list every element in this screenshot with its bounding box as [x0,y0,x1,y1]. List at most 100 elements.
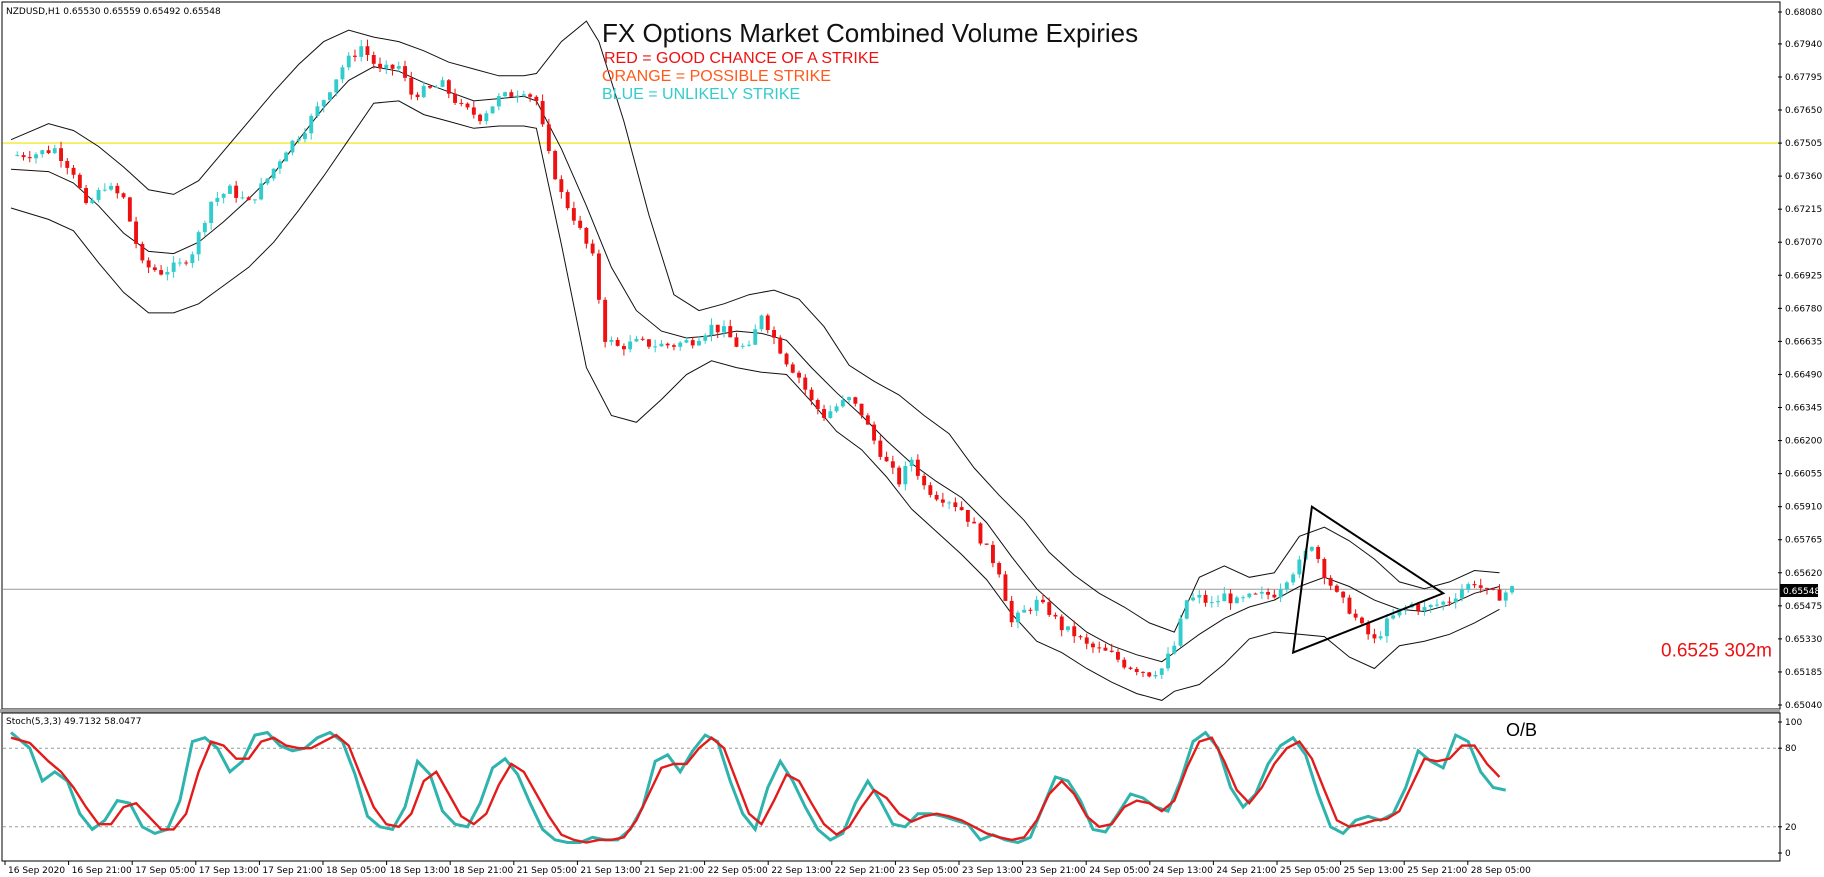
bullish-candle [515,95,520,97]
bullish-candle [1291,574,1296,583]
time-tick-label: 16 Sep 21:00 [72,866,132,876]
bearish-candle [1122,659,1127,668]
bullish-candle [215,197,220,202]
time-tick-label: 21 Sep 21:00 [644,866,704,876]
bullish-candle [1241,597,1245,599]
bearish-candle [991,544,995,564]
bearish-candle [565,192,570,209]
bullish-candle [321,100,326,107]
panel-divider[interactable] [0,709,1780,713]
bearish-candle [528,94,533,97]
main-chart-frame [1,1,1781,710]
triangle-pattern [1291,504,1446,655]
candlesticks [15,39,1514,680]
bearish-candle [1059,616,1064,631]
bearish-candle [1266,592,1270,595]
bullish-candle [740,345,745,347]
bearish-candle [797,372,801,378]
bearish-candle [934,494,939,500]
bearish-candle [1334,585,1339,592]
bearish-candle [647,339,651,347]
time-tick-label: 18 Sep 13:00 [390,866,450,876]
bullish-candle [253,199,257,201]
bullish-candle [1172,645,1177,654]
bullish-candle [1391,615,1396,619]
legend-red: RED = GOOD CHANCE OF A STRIKE [604,50,879,67]
bullish-candle [1453,598,1458,603]
bullish-candle [1441,601,1446,605]
bullish-candle [1234,597,1239,604]
bullish-candle [1466,584,1471,590]
bullish-candle [34,154,38,159]
bullish-candle [1184,600,1189,619]
time-tick-label: 18 Sep 05:00 [326,866,386,876]
bearish-candle [1322,559,1327,578]
bearish-candle [127,197,132,222]
time-tick-label: 24 Sep 05:00 [1089,866,1149,876]
time-tick-label: 25 Sep 21:00 [1407,866,1467,876]
expiry-label: 0.6525 302m [1661,640,1772,661]
price-tick-label: 0.65475 [1785,602,1822,612]
bearish-candle [728,326,733,338]
bearish-candle [1128,667,1133,669]
bearish-candle [915,459,920,476]
time-tick-label: 17 Sep 13:00 [199,866,259,876]
price-tick-label: 0.67070 [1785,238,1822,248]
bullish-candle [496,96,501,107]
bullish-candle [196,232,201,255]
time-tick-label: 21 Sep 05:00 [517,866,577,876]
bearish-candle [872,424,876,441]
chart-title: FX Options Market Combined Volume Expiri… [602,18,1138,48]
time-tick-label: 24 Sep 21:00 [1216,866,1276,876]
bearish-candle [390,64,395,69]
bearish-candle [878,440,883,457]
bullish-candle [1278,589,1283,598]
bullish-candle [296,139,301,141]
bearish-candle [1041,599,1045,603]
bearish-candle [959,507,964,511]
bullish-candle [703,335,708,341]
bearish-candle [409,77,414,95]
bullish-candle [1510,586,1514,593]
bearish-candle [765,315,770,330]
bullish-candle [684,340,689,343]
bearish-candle [540,101,545,125]
bearish-candle [597,253,601,300]
price-tick-label: 0.67215 [1785,205,1822,215]
bullish-candle [1166,653,1170,669]
bullish-candle [359,46,364,57]
price-tick-label: 0.66780 [1785,304,1822,314]
price-tick-label: 0.68080 [1785,8,1822,18]
bullish-candle [259,183,264,200]
bearish-candle [1372,634,1377,639]
time-tick-label: 25 Sep 13:00 [1344,866,1404,876]
bullish-candle [109,185,113,190]
stochastic-axis: 100 80 20 0 [1778,718,1802,859]
bullish-candle [1222,593,1227,602]
bearish-candle [1078,636,1083,638]
price-tick-label: 0.65620 [1785,569,1822,579]
bearish-candle [1141,671,1145,673]
bullish-candle [947,502,952,504]
stochastic-oscillator [3,730,1778,845]
time-tick-label: 23 Sep 05:00 [898,866,958,876]
bullish-candle [290,140,295,153]
bullish-candle [165,272,170,275]
time-tick-label: 28 Sep 05:00 [1471,866,1531,876]
bearish-candle [815,400,820,409]
time-tick-label: 23 Sep 13:00 [962,866,1022,876]
bullish-candle [1016,612,1020,623]
bearish-candle [672,345,676,347]
bearish-candle [1253,593,1258,595]
bullish-candle [396,66,401,69]
bearish-candle [922,475,927,486]
bearish-candle [715,324,720,333]
bearish-candle [897,467,902,485]
bullish-candle [421,86,426,98]
price-tick-label: 0.65040 [1785,701,1822,711]
bearish-candle [615,340,620,346]
bearish-candle [1478,585,1483,588]
bearish-candle [365,46,370,55]
bearish-candle [378,63,382,69]
bearish-candle [1416,604,1421,611]
